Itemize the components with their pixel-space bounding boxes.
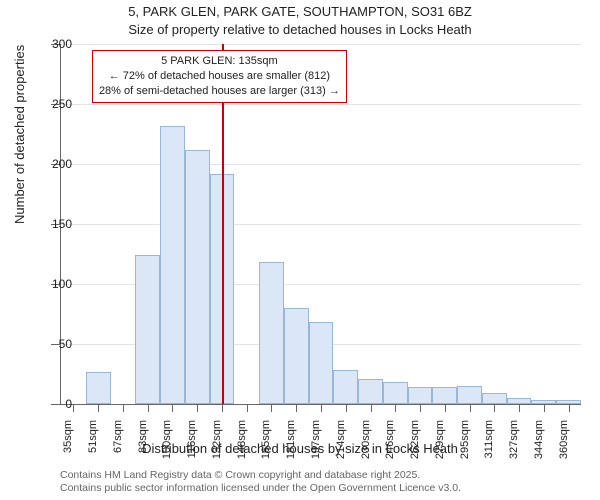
callout-line: 28% of semi-detached houses are larger (… xyxy=(99,84,340,99)
y-tick-label: 150 xyxy=(52,217,72,231)
y-gridline xyxy=(61,104,581,105)
histogram-bar xyxy=(284,308,309,404)
callout-line: 5 PARK GLEN: 135sqm xyxy=(99,54,340,69)
y-tick-label: 300 xyxy=(52,37,72,51)
x-tick xyxy=(197,404,198,412)
x-tick xyxy=(148,404,149,412)
histogram-bar xyxy=(457,386,482,404)
x-tick xyxy=(420,404,421,412)
footer-line-2: Contains public sector information licen… xyxy=(60,482,461,496)
x-tick xyxy=(296,404,297,412)
x-tick xyxy=(519,404,520,412)
x-tick xyxy=(494,404,495,412)
x-tick xyxy=(123,404,124,412)
y-tick-label: 250 xyxy=(52,97,72,111)
histogram-bar xyxy=(408,387,433,404)
footer-line-1: Contains HM Land Registry data © Crown c… xyxy=(60,469,461,483)
y-gridline xyxy=(61,164,581,165)
x-tick xyxy=(569,404,570,412)
x-tick xyxy=(395,404,396,412)
y-tick-label: 50 xyxy=(59,337,72,351)
histogram-bar xyxy=(259,262,284,404)
histogram-bar xyxy=(86,372,111,404)
callout-box: 5 PARK GLEN: 135sqm← 72% of detached hou… xyxy=(92,50,347,103)
y-tick-label: 0 xyxy=(65,397,72,411)
x-tick xyxy=(470,404,471,412)
x-tick xyxy=(222,404,223,412)
histogram-bar xyxy=(185,150,210,404)
y-axis-label: Number of detached properties xyxy=(12,45,27,224)
histogram-bar xyxy=(358,379,383,404)
x-tick xyxy=(445,404,446,412)
footer: Contains HM Land Registry data © Crown c… xyxy=(60,469,461,496)
x-tick xyxy=(271,404,272,412)
chart-title-main: 5, PARK GLEN, PARK GATE, SOUTHAMPTON, SO… xyxy=(0,4,600,19)
y-gridline xyxy=(61,224,581,225)
y-tick xyxy=(51,404,61,405)
histogram-bar xyxy=(383,382,408,404)
x-tick xyxy=(544,404,545,412)
y-tick-label: 100 xyxy=(52,277,72,291)
plot-area: 5 PARK GLEN: 135sqm← 72% of detached hou… xyxy=(60,44,581,405)
histogram-bar xyxy=(135,255,160,404)
x-tick xyxy=(172,404,173,412)
histogram-bar xyxy=(482,393,507,404)
callout-line: ← 72% of detached houses are smaller (81… xyxy=(99,69,340,84)
x-tick xyxy=(371,404,372,412)
x-tick xyxy=(98,404,99,412)
x-tick xyxy=(73,404,74,412)
histogram-bar xyxy=(432,387,457,404)
y-gridline xyxy=(61,44,581,45)
histogram-bar xyxy=(309,322,334,404)
histogram-bar xyxy=(333,370,358,404)
chart-container: 5, PARK GLEN, PARK GATE, SOUTHAMPTON, SO… xyxy=(0,0,600,500)
x-tick xyxy=(247,404,248,412)
x-tick xyxy=(346,404,347,412)
y-tick-label: 200 xyxy=(52,157,72,171)
histogram-bar xyxy=(160,126,185,404)
x-tick xyxy=(321,404,322,412)
chart-title-sub: Size of property relative to detached ho… xyxy=(0,22,600,37)
